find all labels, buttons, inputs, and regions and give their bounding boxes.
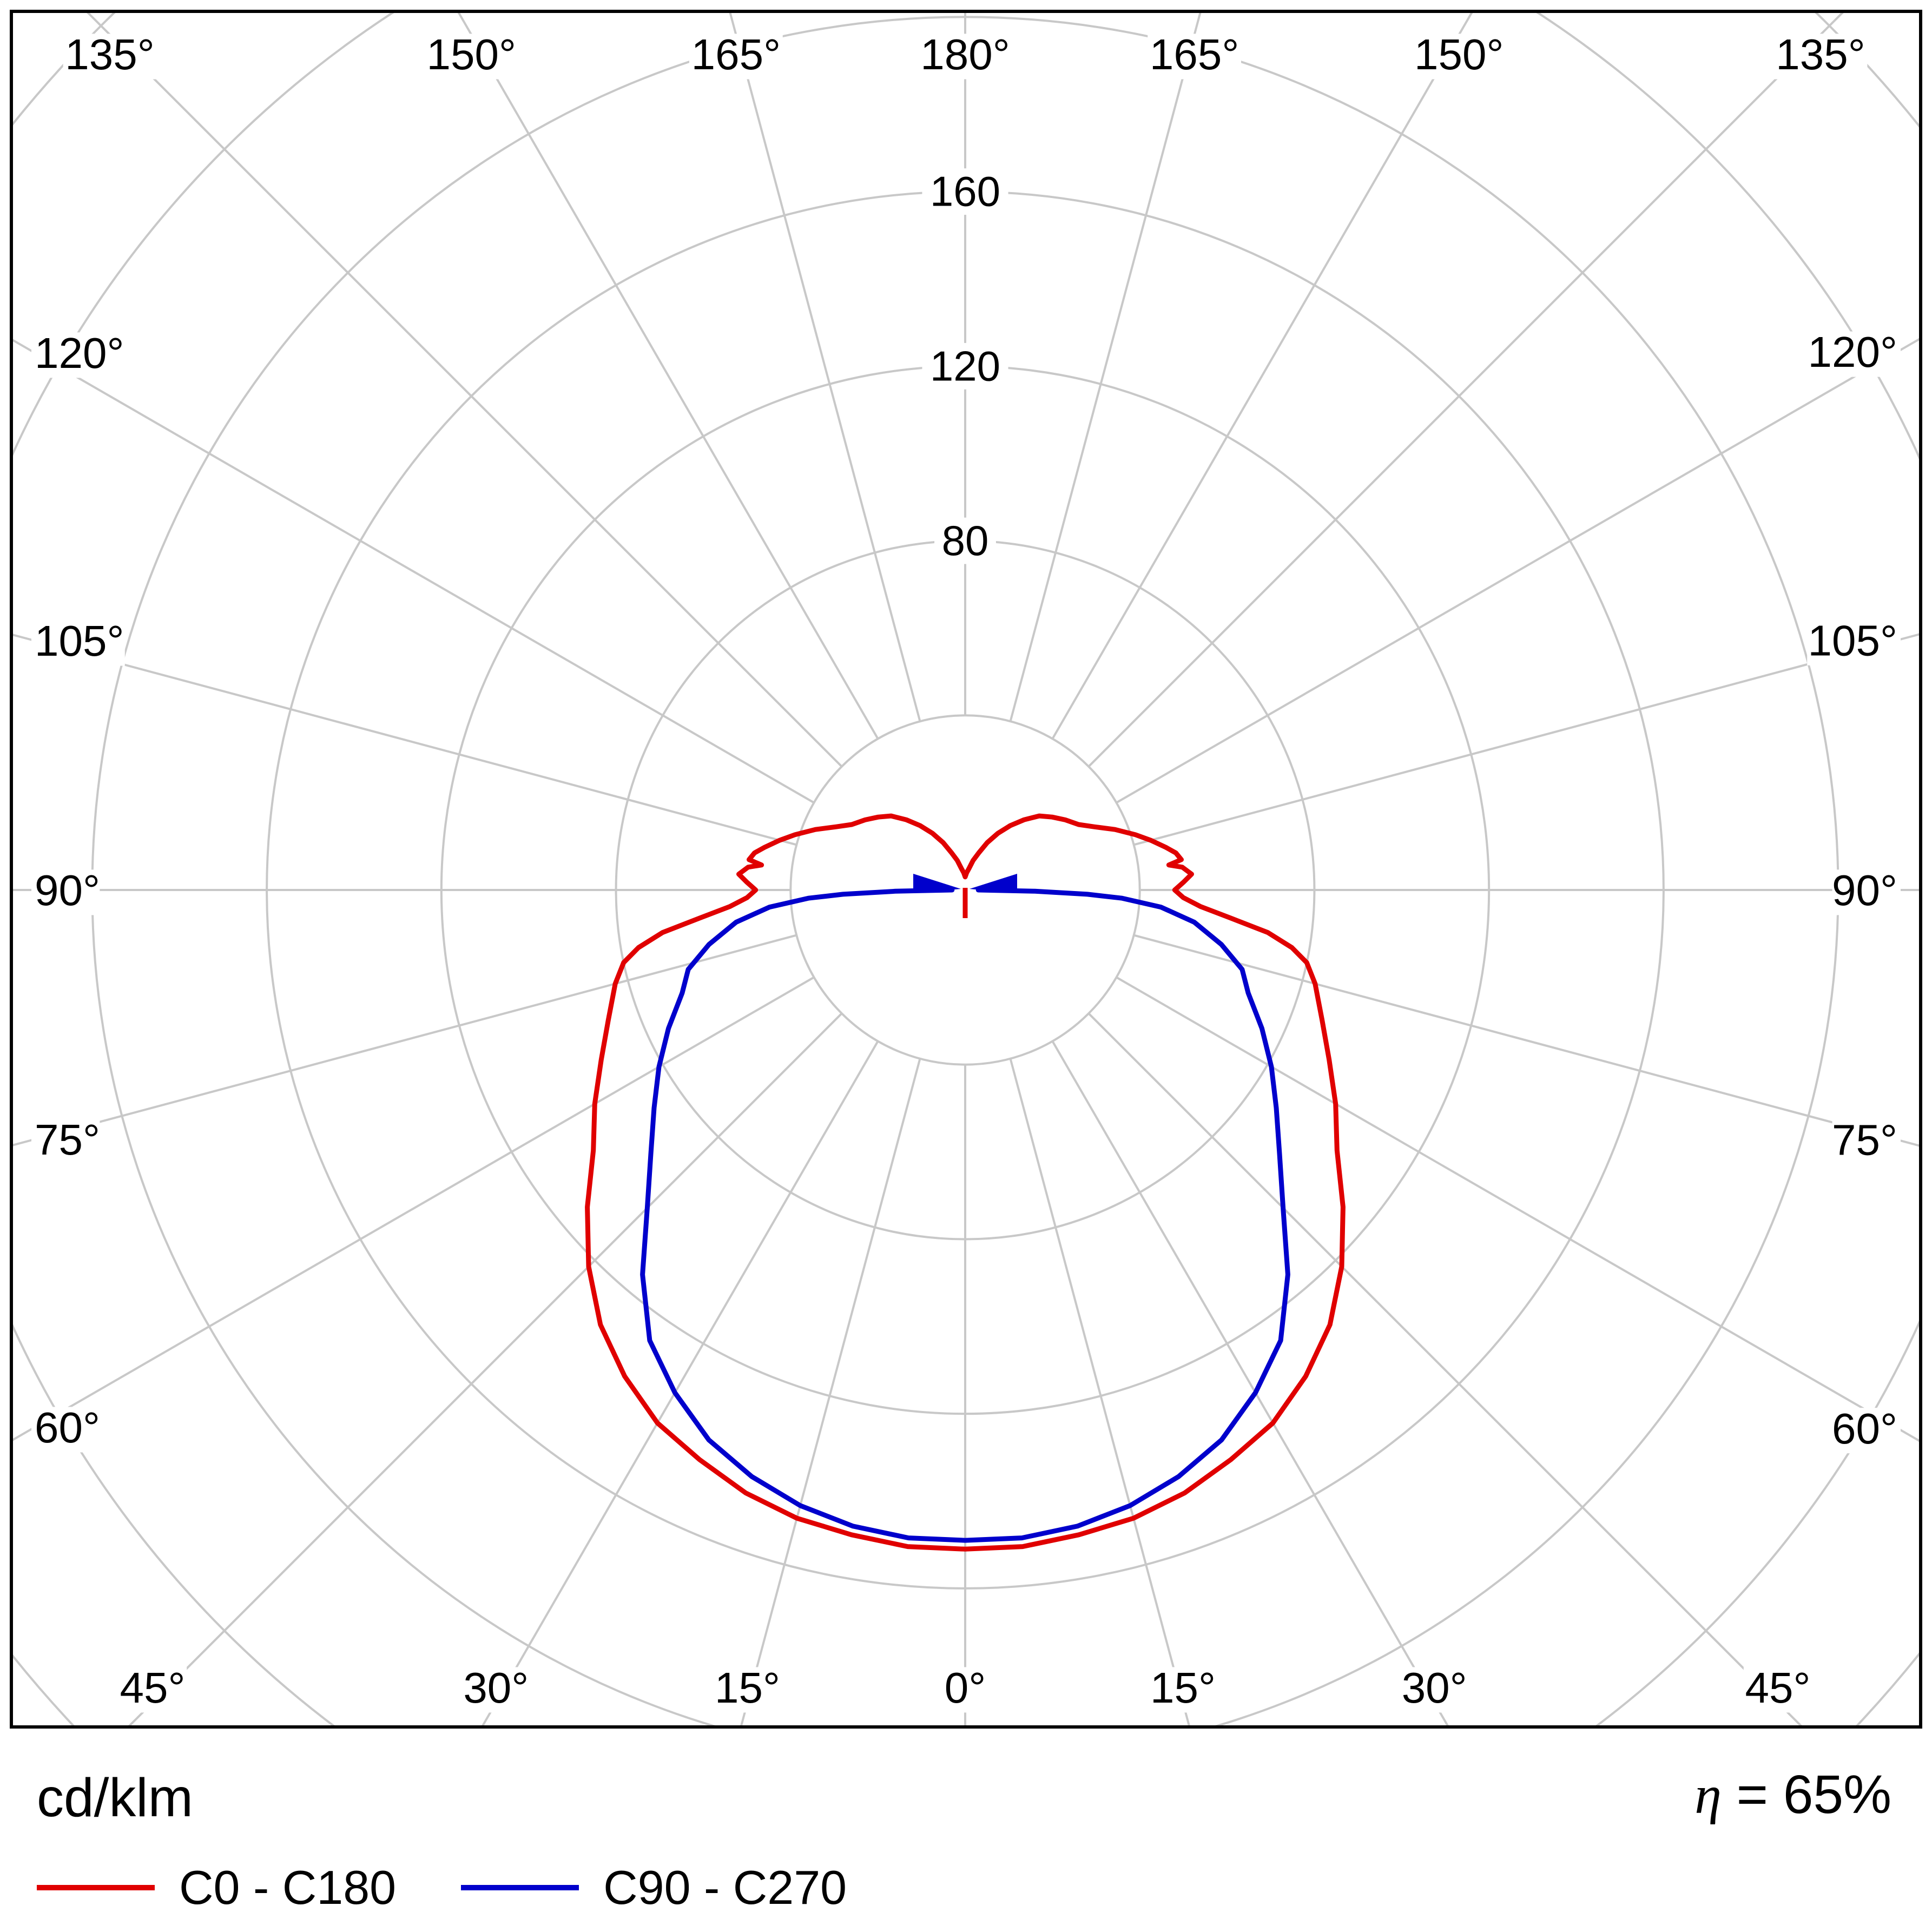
radial-tick-bg-120 <box>922 342 1008 390</box>
blue-center-arrowhead-left <box>913 874 961 893</box>
angle-label-bg-75-left <box>31 1119 100 1165</box>
angle-label-120-right: 120° <box>1808 328 1897 376</box>
angle-label-bg-90-right <box>1832 869 1901 915</box>
radial-tick-label-160: 160 <box>930 168 1000 215</box>
angle-label-105-left: 105° <box>35 617 124 665</box>
angle-label-30-right: 30° <box>1402 1664 1467 1712</box>
legend: C0 - C180 C90 - C270 <box>37 1860 847 1915</box>
legend-swatch <box>461 1885 579 1890</box>
eta-symbol: η <box>1694 1765 1722 1825</box>
angle-label-bg-15-left <box>713 1667 782 1713</box>
blue-center-arrowhead-right <box>970 874 1017 893</box>
angle-label-180-right: 180° <box>920 30 1010 78</box>
angle-label-bg-60-right <box>1832 1408 1901 1454</box>
angle-label-bg-90-left <box>31 869 100 915</box>
radial-tick-bg-160 <box>922 168 1008 215</box>
angle-label-150-left: 150° <box>426 30 516 78</box>
angle-label-bg-45-left <box>118 1667 187 1713</box>
angle-label-bg-120-left <box>31 332 125 378</box>
angle-label-bg-45-right <box>1743 1667 1812 1713</box>
series-curve-c90-c270 <box>640 887 1290 1543</box>
angle-label-150-right: 150° <box>1414 30 1504 78</box>
grid-spoke-135-right <box>1087 13 1844 768</box>
grid-spoke-60-left <box>13 976 815 1441</box>
grid-spoke-45-right <box>1087 1012 1802 1725</box>
radial-tick-label-80: 80 <box>942 517 989 564</box>
grid-spoke-15-left <box>740 1058 921 1725</box>
grid-spoke-135-left <box>87 13 843 768</box>
angle-label-bg-15-right <box>1149 1667 1217 1713</box>
grid-spoke-105-left <box>13 634 797 846</box>
angle-label-45-right: 45° <box>1745 1664 1811 1712</box>
grid-spoke-60-right <box>1116 976 1919 1442</box>
angle-label-120-left: 120° <box>35 329 124 377</box>
angle-label-bg-150-right <box>1412 34 1506 80</box>
legend-label: C90 - C270 <box>603 1861 847 1914</box>
series-curve-c0-c180 <box>585 813 1346 1552</box>
unit-label: cd/klm <box>37 1768 193 1828</box>
angle-label-165-right: 165° <box>1150 30 1239 78</box>
radial-tick-label-120: 120 <box>930 342 1000 390</box>
grid-spoke-120-right <box>1116 338 1919 804</box>
grid-spoke-165-left <box>729 13 921 722</box>
angle-label-60-left: 60° <box>35 1403 100 1452</box>
angle-label-bg-30-left <box>461 1667 531 1713</box>
angle-label-75-left: 75° <box>35 1116 100 1164</box>
grid-spoke-105-right <box>1133 633 1919 846</box>
angle-label-15-right: 15° <box>1150 1664 1216 1712</box>
angle-label-90-right: 90° <box>1832 866 1897 914</box>
polar-plot-frame: 80 120 160 0° 15° 15° 30° 30° 45° 45° 60° 60° 75° 75°… <box>10 10 1922 1729</box>
legend-label: C0 - C180 <box>179 1861 397 1914</box>
radial-tick-bg-80 <box>934 517 996 564</box>
angle-label-bg-135-left <box>63 34 157 80</box>
grid-spoke-165-right <box>1009 13 1202 722</box>
grid-spoke-15-right <box>1009 1058 1190 1725</box>
angle-label-bg-60-left <box>31 1407 100 1453</box>
unit-label-text: cd/klm <box>37 1768 193 1828</box>
angle-label-bg-105-right <box>1807 619 1901 665</box>
grid-spoke-30-left <box>482 1040 879 1725</box>
angle-label-105-right: 105° <box>1808 616 1897 664</box>
angle-label-60-right: 60° <box>1832 1405 1897 1453</box>
eta-value: = 65% <box>1721 1764 1891 1825</box>
angle-label-15-left: 15° <box>715 1664 780 1712</box>
angle-label-bg-105-left <box>31 620 125 666</box>
angle-label-bg-165-right <box>1148 34 1242 80</box>
grid-spoke-150-right <box>1051 13 1473 740</box>
polar-chart: 80 120 160 0° 15° 15° 30° 30° 45° 45° 60° 60° 75° 75°… <box>13 13 1919 1725</box>
angle-label-30-left: 30° <box>463 1664 529 1712</box>
angle-label-bg-120-right <box>1807 331 1901 377</box>
legend-item-c0-c180: C0 - C180 <box>37 1860 396 1915</box>
angle-label-bg-75-right <box>1832 1119 1901 1165</box>
efficiency-label: η = 65% <box>1694 1765 1891 1825</box>
angle-label-bg-180-right <box>918 34 1012 80</box>
angle-label-bg-150-left <box>424 34 518 80</box>
angle-label-0-right: 0° <box>945 1664 986 1712</box>
legend-item-c90-c270: C90 - C270 <box>461 1860 847 1915</box>
grid-spoke-150-left <box>457 13 879 740</box>
angle-label-90-left: 90° <box>35 866 100 914</box>
angle-label-bg-30-right <box>1400 1667 1469 1713</box>
angle-label-135-right: 135° <box>1776 30 1865 78</box>
angle-label-165-left: 165° <box>691 30 781 78</box>
grid-spoke-120-left <box>13 339 815 804</box>
grid-spoke-30-right <box>1051 1040 1449 1725</box>
angle-label-45-left: 45° <box>120 1664 186 1712</box>
angle-label-bg-135-right <box>1773 34 1868 80</box>
grid-spoke-45-left <box>128 1012 843 1725</box>
angle-label-135-left: 135° <box>65 30 154 78</box>
angle-label-bg-165-left <box>689 34 783 80</box>
angle-label-75-right: 75° <box>1832 1116 1897 1164</box>
legend-swatch <box>37 1885 155 1890</box>
angle-label-bg-0-right <box>944 1667 987 1713</box>
